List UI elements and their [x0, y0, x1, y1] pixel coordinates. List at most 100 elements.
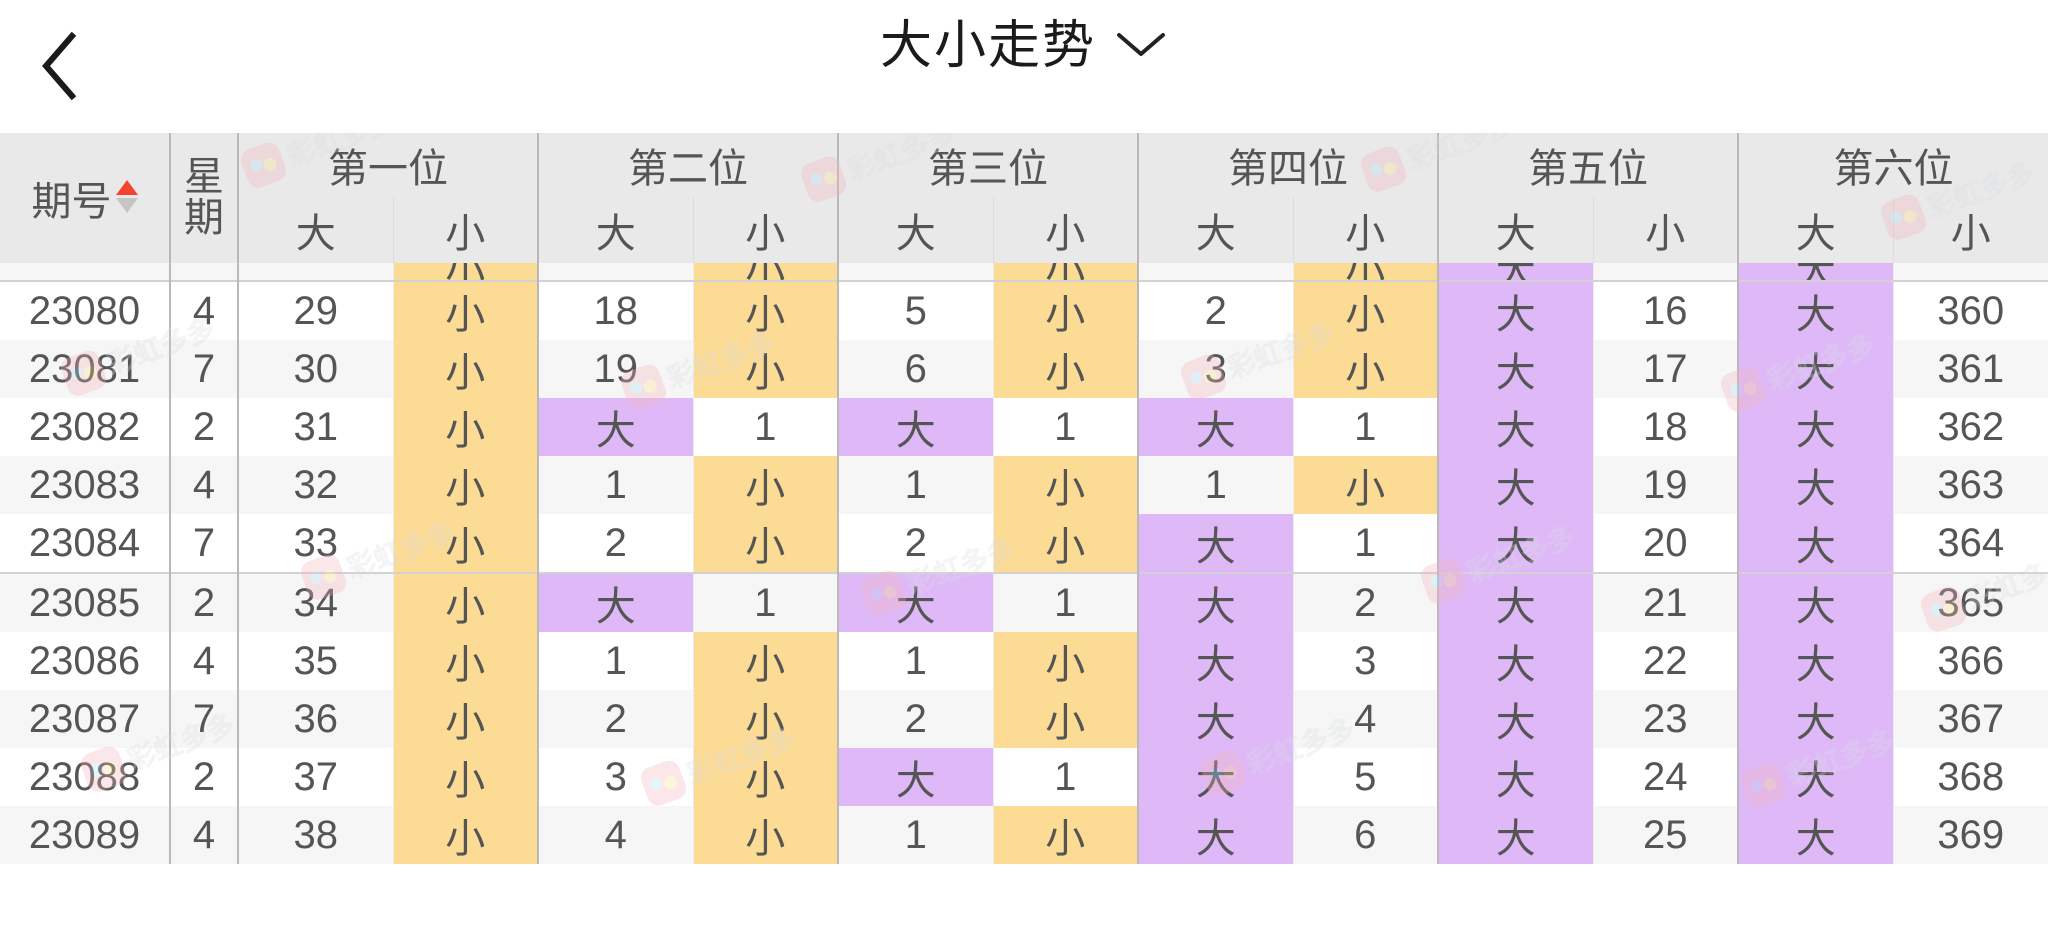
- cell-pos5-big: 大: [1437, 572, 1593, 632]
- cell-pos5-small: 18: [1592, 398, 1738, 456]
- column-group-pos2: 第二位: [537, 133, 838, 197]
- cell-pos4-big: 大: [1137, 572, 1293, 632]
- cell-pos3-small: 小: [992, 263, 1138, 281]
- cell-pos1-small: 小: [392, 748, 538, 806]
- cell-pos3-big: 大: [837, 572, 993, 632]
- cell-pos1-big: 37: [237, 748, 393, 806]
- cell-pos5-big: 大: [1437, 806, 1593, 864]
- column-header-week[interactable]: 星 期: [169, 133, 238, 263]
- table-row[interactable]: 23080 4 29 小 18 小 5 小 2 小大 16 大 360: [0, 280, 2048, 340]
- cell-week: 4: [169, 280, 238, 340]
- cell-pos3-small: 1: [992, 398, 1138, 456]
- page-title: 大小走势: [879, 17, 1096, 75]
- cell-pos5-big: 大: [1437, 632, 1593, 690]
- subheader-pos2-small[interactable]: 小: [692, 197, 838, 263]
- cell-issue: 23086: [0, 632, 170, 690]
- cell-week: 7: [169, 340, 238, 398]
- chevron-left-icon: [38, 30, 82, 102]
- cell-pos3-small: 小: [992, 806, 1138, 864]
- cell-pos1-small: 小: [392, 632, 538, 690]
- trend-table-area[interactable]: 彩虹多多 彩虹多多 彩虹多多 彩虹多多 彩虹多多 彩虹多多 彩虹多多 彩虹多: [0, 133, 2048, 928]
- cell-pos6-small: 365: [1892, 572, 2048, 632]
- table-row[interactable]: 23088 2 37 小 3 小大 1 大 5 大 24 大 368: [0, 748, 2048, 806]
- subheader-pos3-big[interactable]: 大: [837, 197, 993, 263]
- sort-ascending-icon[interactable]: [115, 179, 138, 195]
- cell-week: 7: [169, 690, 238, 748]
- subheader-pos4-small[interactable]: 小: [1292, 197, 1438, 263]
- cell-pos1-big: 34: [237, 572, 393, 632]
- table-row[interactable]: 23084 7 33 小 2 小 2 小大 1 大 20 大 364: [0, 514, 2048, 573]
- cell-pos2-big: 3: [537, 748, 693, 806]
- subheader-pos4-big[interactable]: 大: [1137, 197, 1293, 263]
- cell-pos1-big: 29: [237, 280, 393, 340]
- cell-pos1-big: [237, 263, 393, 281]
- subheader-pos3-small[interactable]: 小: [992, 197, 1138, 263]
- table-body: 小小小小大大23080429小18小5小2小大16大36023081730小19…: [0, 263, 2048, 864]
- cell-pos3-small: 1: [992, 748, 1138, 806]
- chevron-down-icon[interactable]: [1114, 29, 1168, 64]
- cell-pos3-small: 小: [992, 340, 1138, 398]
- table-row[interactable]: 23089 4 38 小 4 小 1 小大 6 大 25 大 369: [0, 806, 2048, 864]
- cell-pos5-small: 22: [1592, 632, 1738, 690]
- cell-week: 2: [169, 398, 238, 456]
- cell-issue: 23089: [0, 806, 170, 864]
- cell-pos6-big: 大: [1737, 398, 1893, 456]
- cell-pos6-small: 361: [1892, 340, 2048, 398]
- table-row[interactable]: 23086 4 35 小 1 小 1 小大 3 大 22 大 366: [0, 632, 2048, 690]
- table-row[interactable]: 23087 7 36 小 2 小 2 小大 4 大 23 大 367: [0, 690, 2048, 748]
- subheader-pos1-small[interactable]: 小: [392, 197, 538, 263]
- cell-pos4-small: 4: [1292, 690, 1438, 748]
- table-row-clipped: 小小小小大大: [0, 263, 2048, 281]
- cell-pos4-big: 3: [1137, 340, 1293, 398]
- cell-pos6-big: 大: [1737, 748, 1893, 806]
- cell-pos6-big: 大: [1737, 263, 1893, 281]
- cell-pos2-big: 大: [537, 572, 693, 632]
- cell-pos1-big: 31: [237, 398, 393, 456]
- cell-pos2-big: 1: [537, 456, 693, 514]
- subheader-pos5-big[interactable]: 大: [1437, 197, 1593, 263]
- column-header-issue[interactable]: 期号: [0, 133, 170, 263]
- cell-pos5-small: 16: [1592, 280, 1738, 340]
- subheader-pos1-big[interactable]: 大: [237, 197, 393, 263]
- cell-pos6-big: 大: [1737, 806, 1893, 864]
- cell-pos1-big: 32: [237, 456, 393, 514]
- cell-pos5-small: 24: [1592, 748, 1738, 806]
- subheader-pos2-big[interactable]: 大: [537, 197, 693, 263]
- column-group-pos1: 第一位: [237, 133, 538, 197]
- cell-pos4-big: 大: [1137, 398, 1293, 456]
- cell-pos5-big: 大: [1437, 748, 1593, 806]
- cell-pos5-small: 21: [1592, 572, 1738, 632]
- cell-pos3-big: 6: [837, 340, 993, 398]
- cell-pos5-big: 大: [1437, 280, 1593, 340]
- cell-issue: 23085: [0, 572, 170, 632]
- cell-pos2-big: 19: [537, 340, 693, 398]
- table-row[interactable]: 23083 4 32 小 1 小 1 小 1 小大 19 大 363: [0, 456, 2048, 514]
- cell-pos4-small: 3: [1292, 632, 1438, 690]
- table-row[interactable]: 23085 2 34 小大 1 大 1 大 2 大 21 大 365: [0, 572, 2048, 632]
- cell-pos4-big: 2: [1137, 280, 1293, 340]
- table-row[interactable]: 23081 7 30 小 19 小 6 小 3 小大 17 大 361: [0, 340, 2048, 398]
- cell-pos4-big: 大: [1137, 632, 1293, 690]
- sort-arrows[interactable]: [115, 179, 138, 213]
- cell-pos1-small: 小: [392, 398, 538, 456]
- cell-pos5-small: 20: [1592, 514, 1738, 573]
- cell-pos5-small: 19: [1592, 456, 1738, 514]
- subheader-pos6-small[interactable]: 小: [1892, 197, 2048, 263]
- cell-pos2-big: 大: [537, 398, 693, 456]
- cell-pos6-big: 大: [1737, 690, 1893, 748]
- cell-pos6-small: 366: [1892, 632, 2048, 690]
- cell-pos5-big: 大: [1437, 398, 1593, 456]
- cell-pos3-small: 小: [992, 632, 1138, 690]
- subheader-pos6-big[interactable]: 大: [1737, 197, 1893, 263]
- sort-descending-icon[interactable]: [115, 197, 138, 213]
- cell-pos2-small: 小: [692, 263, 838, 281]
- cell-pos2-small: 小: [692, 340, 838, 398]
- cell-pos4-small: 1: [1292, 398, 1438, 456]
- cell-pos3-big: 1: [837, 632, 993, 690]
- cell-issue: 23083: [0, 456, 170, 514]
- table-row[interactable]: 23082 2 31 小大 1 大 1 大 1 大 18 大 362: [0, 398, 2048, 456]
- column-group-pos5: 第五位: [1437, 133, 1738, 197]
- subheader-pos5-small[interactable]: 小: [1592, 197, 1738, 263]
- back-button[interactable]: [24, 26, 96, 106]
- cell-pos2-big: 2: [537, 690, 693, 748]
